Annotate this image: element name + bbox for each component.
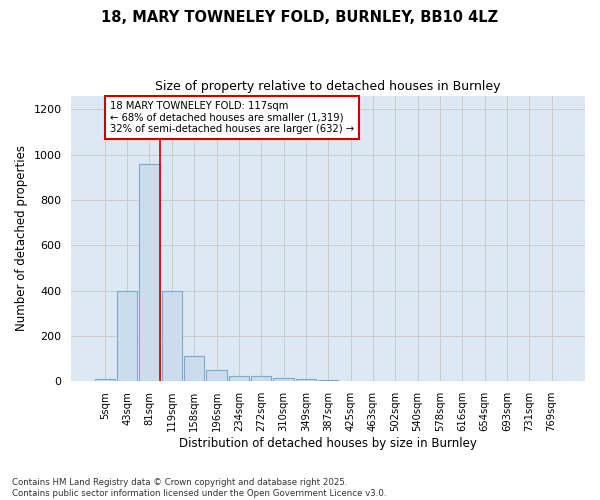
Bar — [162, 292, 182, 382]
Title: Size of property relative to detached houses in Burnley: Size of property relative to detached ho… — [155, 80, 501, 93]
Bar — [139, 164, 160, 382]
Text: 18 MARY TOWNELEY FOLD: 117sqm
← 68% of detached houses are smaller (1,319)
32% o: 18 MARY TOWNELEY FOLD: 117sqm ← 68% of d… — [110, 101, 354, 134]
Bar — [95, 379, 115, 382]
Y-axis label: Number of detached properties: Number of detached properties — [15, 146, 28, 332]
Bar — [184, 356, 204, 382]
Bar — [251, 376, 271, 382]
Bar — [117, 292, 137, 382]
X-axis label: Distribution of detached houses by size in Burnley: Distribution of detached houses by size … — [179, 437, 477, 450]
Bar — [229, 376, 249, 382]
Bar — [274, 378, 293, 382]
Text: Contains HM Land Registry data © Crown copyright and database right 2025.
Contai: Contains HM Land Registry data © Crown c… — [12, 478, 386, 498]
Bar — [206, 370, 227, 382]
Bar — [296, 378, 316, 382]
Text: 18, MARY TOWNELEY FOLD, BURNLEY, BB10 4LZ: 18, MARY TOWNELEY FOLD, BURNLEY, BB10 4L… — [101, 10, 499, 25]
Bar — [318, 380, 338, 382]
